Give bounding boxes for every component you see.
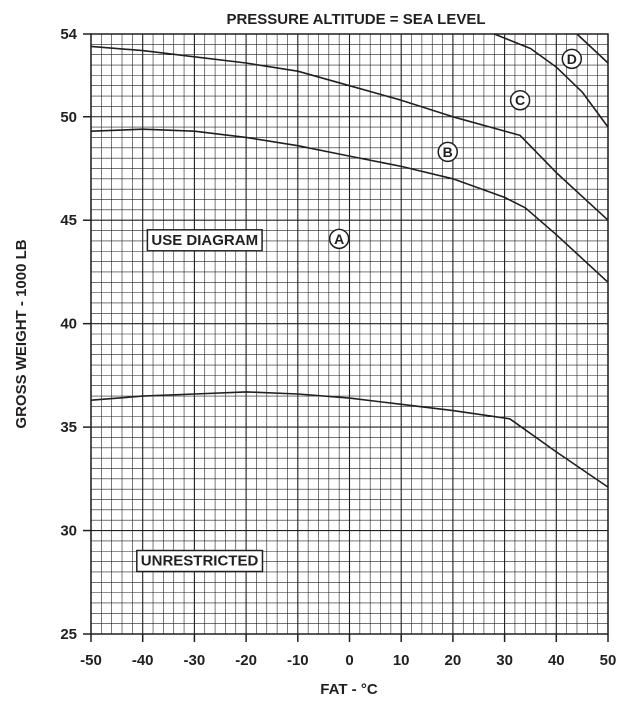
y-tick-label: 54 [60, 26, 77, 43]
y-axis-label: GROSS WEIGHT - 1000 LB [13, 239, 30, 428]
x-tick-label: 30 [496, 652, 513, 669]
curve-marker-label: C [515, 92, 525, 108]
annotation-box [146, 229, 263, 252]
chart-annotations: USE DIAGRAM UNRESTRICTED A B C D [136, 48, 583, 573]
curve-marker-circle [561, 48, 583, 70]
annotation-box [136, 549, 264, 573]
curve-marker-label: A [334, 231, 344, 247]
x-tick-label: -10 [287, 652, 309, 669]
curve-marker-label: D [567, 51, 577, 67]
x-tick-label: 0 [345, 652, 353, 669]
series-line-4 [494, 33, 609, 128]
y-tick-label: 50 [60, 109, 77, 126]
chart-title: PRESSURE ALTITUDE = SEA LEVEL [226, 11, 485, 28]
y-tick-label: 45 [60, 212, 77, 229]
y-tick-label: 35 [60, 419, 77, 436]
x-tick-label: -50 [80, 652, 102, 669]
chart-ticks: -50 -40 -30 -20 -10 0 10 20 30 40 50 25 30 35 40 45 50 54 [60, 26, 616, 669]
curve-marker-label: B [443, 144, 453, 160]
x-tick-label: 50 [600, 652, 617, 669]
x-tick-label: -30 [184, 652, 206, 669]
x-tick-label: -40 [132, 652, 154, 669]
annotation-label: UNRESTRICTED [141, 553, 259, 570]
curve-marker-circle [437, 141, 458, 163]
series-line-2 [90, 128, 609, 283]
series-line-3 [90, 45, 609, 221]
series-line-5 [576, 33, 609, 64]
curve-marker-circle [509, 89, 531, 111]
curve-marker-circle [328, 228, 350, 250]
x-tick-label: 10 [393, 652, 410, 669]
chart-grid [90, 33, 609, 635]
y-tick-label: 25 [60, 626, 77, 643]
x-tick-label: 20 [445, 652, 462, 669]
series-line-1 [90, 391, 609, 488]
x-tick-label: 40 [548, 652, 565, 669]
x-axis-label: FAT - °C [320, 681, 378, 698]
annotation-label: USE DIAGRAM [151, 232, 258, 249]
chart-curves [90, 33, 609, 488]
y-tick-label: 40 [60, 316, 77, 333]
x-tick-label: -20 [235, 652, 257, 669]
y-tick-label: 30 [60, 523, 77, 540]
